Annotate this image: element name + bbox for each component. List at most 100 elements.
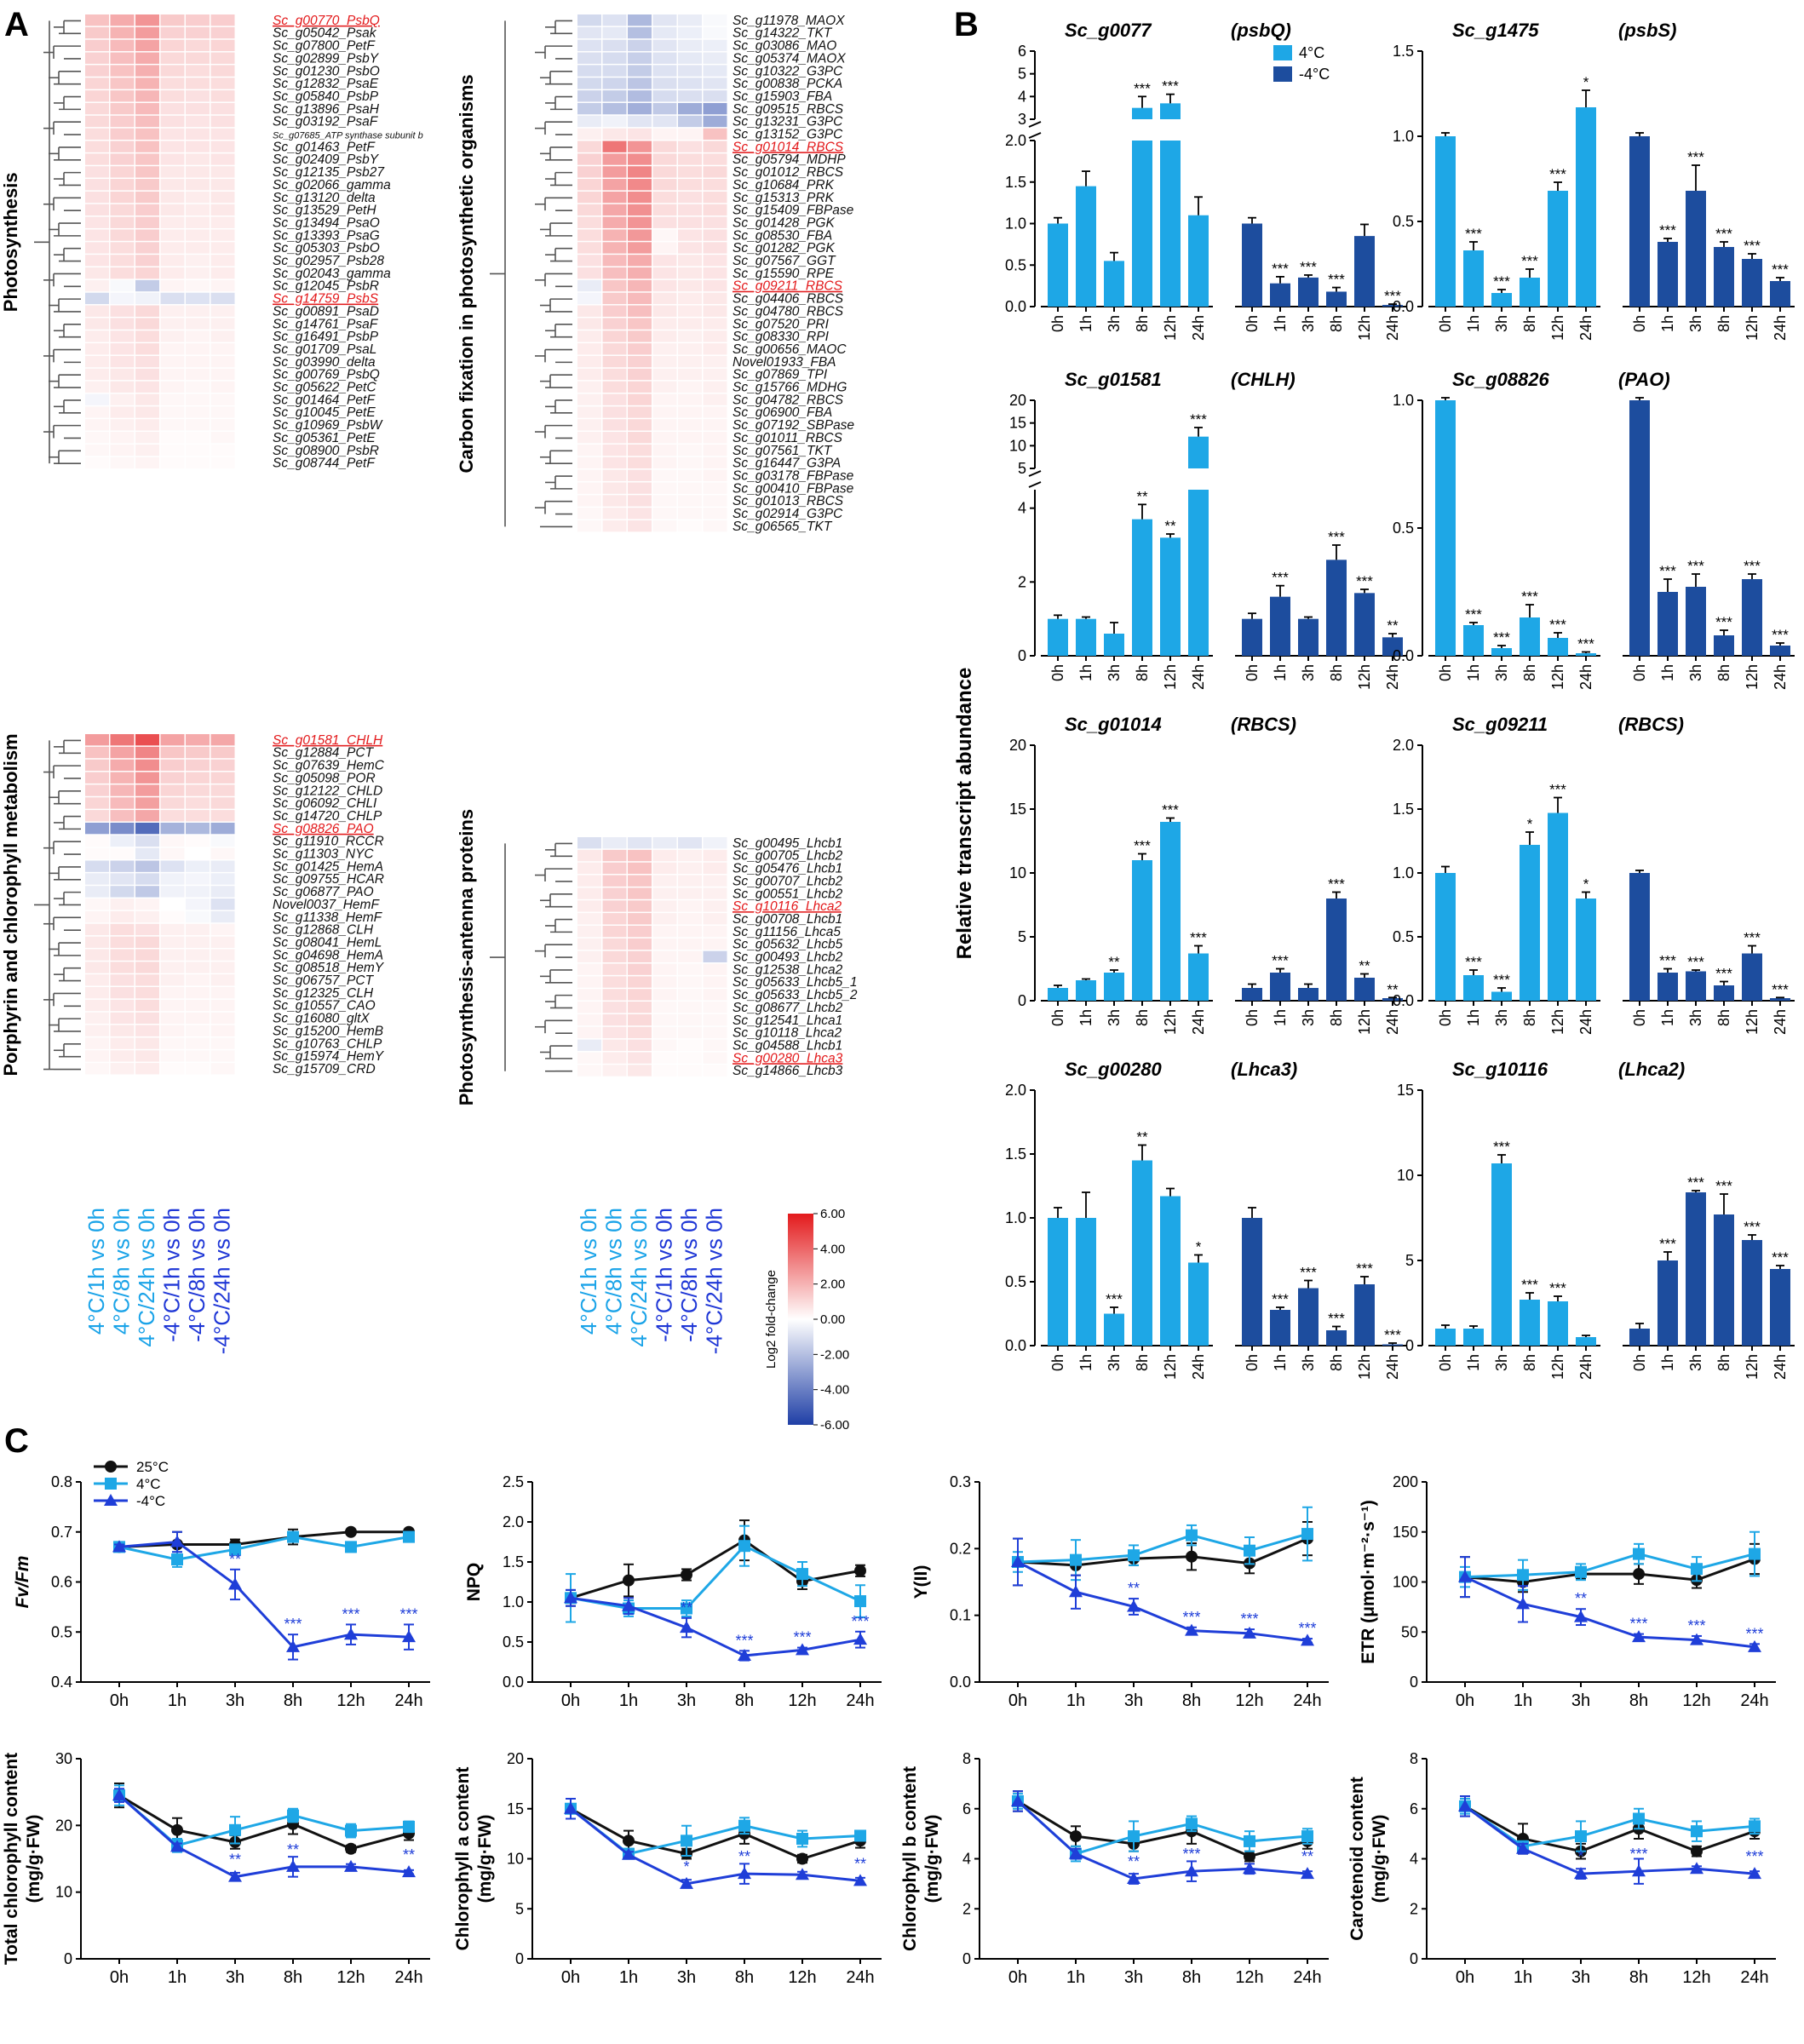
heatmap-cell [135, 343, 159, 355]
heatmap-cell [678, 368, 702, 381]
heatmap-cell [628, 343, 652, 355]
y-tick-label: 5 [1018, 460, 1026, 477]
heatmap-cell [652, 26, 677, 39]
heatmap-cell [602, 279, 627, 292]
heatmap-cell [85, 355, 109, 368]
heatmap-cell [210, 797, 235, 809]
heatmap-cell [628, 925, 652, 938]
bar-chart: Sc_g09211 (RBCS)0.00.51.01.52.00h***1h***… [1393, 714, 1795, 1035]
x-tick-label: 12h [1162, 1354, 1179, 1380]
heatmap-cell [703, 482, 727, 494]
heatmap-cell [186, 419, 210, 431]
data-point [1691, 1563, 1703, 1576]
bar [1132, 141, 1152, 307]
heatmap-cell [652, 875, 677, 887]
heatmap-cell [210, 987, 235, 999]
bar [1548, 638, 1568, 656]
bar [1160, 537, 1181, 656]
series-line [1464, 1576, 1755, 1649]
heatmap-cell [602, 913, 627, 925]
heatmap-cell [602, 1052, 627, 1064]
series-line [570, 1807, 861, 1861]
heatmap-cell [628, 52, 652, 64]
heatmap-cell [210, 1063, 235, 1075]
panel-label-c: C [4, 1422, 29, 1460]
heatmap-cell [85, 102, 109, 115]
x-tick-label: 0h [1437, 315, 1454, 332]
bar [1048, 618, 1068, 656]
legend-marker [105, 1478, 117, 1490]
heatmap-cell [160, 216, 185, 228]
y-tick-label: 1.5 [1393, 801, 1414, 818]
heatmap-cell [678, 1065, 702, 1077]
heatmap-cell [703, 875, 727, 887]
heatmap-cell [652, 267, 677, 279]
gene-label: Sc_g05840_PsbP [273, 89, 379, 104]
heatmap-cell [602, 305, 627, 317]
heatmap-cell [628, 229, 652, 241]
x-tick-label: 12h [336, 1968, 365, 1987]
y-tick-label: 1.0 [1393, 864, 1414, 881]
heatmap-cell [110, 153, 135, 165]
significance-label: ** [1128, 1580, 1140, 1597]
heatmap-cell [628, 153, 652, 165]
data-point [287, 1809, 299, 1822]
heatmap-cell [110, 835, 135, 847]
heatmap-cell [135, 381, 159, 393]
significance-label: *** [1521, 1277, 1538, 1293]
heatmap-cell [135, 65, 159, 77]
heatmap-cell [628, 305, 652, 317]
x-tick-label: 3h [1300, 1009, 1317, 1026]
heatmap-cell [628, 1013, 652, 1026]
heatmap-cell [110, 292, 135, 305]
x-tick-label: 3h [1493, 315, 1510, 332]
heatmap-column-label: -4°C/24h vs 0h [210, 1208, 235, 1354]
heatmap-cell [703, 368, 727, 381]
y-tick-label: 0.0 [1393, 298, 1414, 315]
heatmap-cell [85, 847, 109, 859]
heatmap-column-label: -4°C/24h vs 0h [702, 1208, 727, 1354]
x-tick-label: 3h [677, 1691, 696, 1710]
heatmap-cell [652, 216, 677, 228]
heatmap-cell [135, 39, 159, 52]
heatmap-cell [135, 78, 159, 89]
heatmap-cell [628, 938, 652, 950]
heatmap-cell [110, 78, 135, 89]
bar [1576, 107, 1596, 307]
heatmap-cell [628, 482, 652, 494]
heatmap-cell [210, 860, 235, 872]
legend-swatch-m4c [1273, 66, 1292, 82]
x-tick-label: 0h [1049, 1009, 1066, 1026]
heatmap-cell [602, 65, 627, 77]
heatmap-cell [652, 52, 677, 64]
heatmap-cell [135, 456, 159, 469]
heatmap-cell [703, 153, 727, 165]
heatmap-cell [135, 772, 159, 784]
heatmap-cell [160, 14, 185, 26]
heatmap-cell [135, 974, 159, 986]
heatmap-cell [85, 456, 109, 469]
significance-label: *** [1465, 226, 1482, 242]
heatmap-cell [85, 734, 109, 746]
heatmap-cell [210, 962, 235, 973]
heatmap-cell [678, 1002, 702, 1013]
heatmap-cell [628, 1026, 652, 1039]
y-axis-title: (mg/g·FW) [922, 1815, 942, 1903]
chart-gene-title: Sc_g1475 [1452, 20, 1539, 41]
gene-label: Sc_g15974_HemY [273, 1049, 385, 1064]
gene-label: Sc_g08530_FBA [733, 228, 832, 243]
gene-label: Sc_g11303_NYC [273, 847, 374, 862]
x-tick-label: 0h [1244, 1354, 1261, 1371]
heatmap-cell [160, 279, 185, 292]
y-tick-label: 3 [1018, 111, 1026, 128]
heatmap-cell [628, 65, 652, 77]
gene-label: Sc_g06092_CHLI [273, 796, 377, 811]
line-chart: 0 2 4 6 8 0h 1h 3h 8h 12h 24h Chlorophyll b content… [900, 1750, 1329, 1987]
heatmap-cell [628, 318, 652, 330]
heatmap-cell [577, 229, 601, 241]
heatmap-cell [652, 432, 677, 444]
y-tick-label: 0.3 [950, 1473, 971, 1490]
significance-label: *** [1744, 558, 1761, 574]
heatmap-cell [210, 115, 235, 128]
heatmap-cell [652, 469, 677, 481]
